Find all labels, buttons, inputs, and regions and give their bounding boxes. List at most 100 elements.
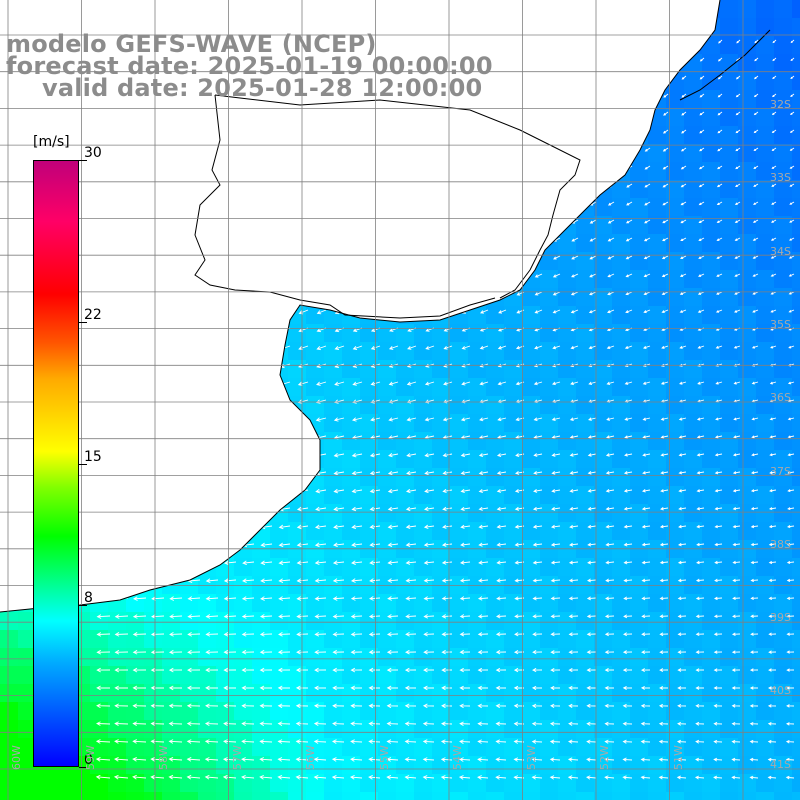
wind-arrow — [640, 775, 651, 780]
wind-arrow — [496, 560, 507, 565]
wind-arrow — [114, 614, 129, 619]
wind-cell — [198, 612, 216, 630]
wind-arrow — [404, 721, 417, 727]
wind-cell — [468, 756, 486, 774]
wind-arrow — [586, 632, 597, 637]
wind-cell — [522, 576, 540, 594]
wind-arrow — [314, 560, 327, 566]
wind-arrow — [241, 596, 255, 601]
wind-cell — [540, 720, 558, 738]
wind-cell — [432, 396, 450, 414]
wind-arrow — [441, 649, 453, 655]
wind-cell — [720, 0, 738, 18]
wind-arrow — [424, 488, 435, 494]
wind-cell — [468, 792, 486, 800]
wind-cell — [198, 702, 216, 720]
wind-cell — [684, 504, 702, 522]
wind-arrow — [532, 560, 543, 565]
wind-cell — [666, 630, 684, 648]
wind-arrow — [587, 506, 597, 511]
wind-cell — [414, 594, 432, 612]
wind-arrow — [735, 129, 741, 134]
wind-arrow — [461, 381, 471, 386]
wind-cell — [558, 522, 576, 540]
wind-cell — [432, 378, 450, 396]
wind-cell — [288, 522, 306, 540]
wind-arrow — [586, 668, 597, 673]
wind-arrow — [478, 578, 489, 583]
wind-cell — [450, 432, 468, 450]
wind-cell — [720, 72, 738, 90]
wind-arrow — [698, 237, 705, 241]
wind-cell — [288, 324, 306, 342]
wind-arrow — [168, 757, 183, 762]
wind-arrow — [717, 129, 723, 134]
wind-arrow — [187, 614, 201, 619]
wind-cell — [630, 594, 648, 612]
wind-cell — [324, 666, 342, 684]
wind-cell — [702, 216, 720, 234]
wind-arrow — [368, 649, 381, 655]
wind-cell — [306, 792, 324, 800]
wind-arrow — [734, 237, 741, 241]
wind-cell — [432, 648, 450, 666]
wind-arrow — [623, 542, 633, 547]
wind-cell — [612, 306, 630, 324]
wind-arrow — [732, 596, 741, 601]
wind-arrow — [95, 739, 111, 744]
wind-cell — [396, 378, 414, 396]
wind-arrow — [642, 453, 651, 457]
wind-arrow — [714, 524, 723, 529]
wind-arrow — [423, 667, 435, 673]
wind-cell — [450, 468, 468, 486]
wind-arrow — [132, 721, 147, 726]
wind-arrow — [753, 111, 759, 116]
longitude-label: 52W — [598, 745, 611, 770]
wind-cell — [720, 108, 738, 126]
wind-arrow — [734, 309, 741, 313]
wind-arrow — [351, 506, 363, 512]
border-line — [194, 94, 581, 319]
wind-cell — [450, 666, 468, 684]
wind-cell — [126, 648, 144, 666]
wind-cell — [720, 126, 738, 144]
wind-cell — [126, 774, 144, 792]
wind-cell — [774, 504, 792, 522]
wind-arrow — [640, 757, 651, 762]
wind-arrow — [368, 721, 381, 727]
wind-cell — [594, 522, 612, 540]
wind-cell — [342, 414, 360, 432]
wind-cell — [774, 558, 792, 576]
wind-arrow — [569, 524, 579, 529]
wind-arrow — [549, 739, 561, 744]
wind-cell — [396, 468, 414, 486]
wind-arrow — [278, 578, 291, 583]
wind-arrow — [680, 165, 687, 170]
wind-cell — [666, 594, 684, 612]
wind-cell — [648, 126, 666, 144]
wind-arrow — [314, 649, 327, 655]
wind-arrow — [96, 721, 111, 726]
wind-cell — [414, 378, 432, 396]
wind-cell — [324, 432, 342, 450]
wind-arrow — [314, 596, 327, 601]
wind-arrow — [732, 578, 741, 583]
wind-cell — [486, 468, 504, 486]
wind-arrow — [769, 435, 777, 439]
wind-arrow — [731, 775, 741, 780]
wind-arrow — [753, 183, 759, 187]
wind-arrow — [223, 739, 237, 744]
wind-arrow — [460, 506, 471, 511]
wind-arrow — [678, 453, 687, 457]
wind-arrow — [205, 685, 219, 691]
wind-cell — [270, 792, 288, 800]
wind-cell — [684, 126, 702, 144]
wind-cell — [324, 360, 342, 378]
wind-cell — [720, 756, 738, 774]
wind-cell — [774, 486, 792, 504]
wind-cell — [774, 180, 792, 198]
wind-arrow — [132, 649, 147, 655]
wind-cell — [612, 576, 630, 594]
wind-arrow — [769, 417, 777, 421]
wind-arrow — [478, 470, 489, 475]
